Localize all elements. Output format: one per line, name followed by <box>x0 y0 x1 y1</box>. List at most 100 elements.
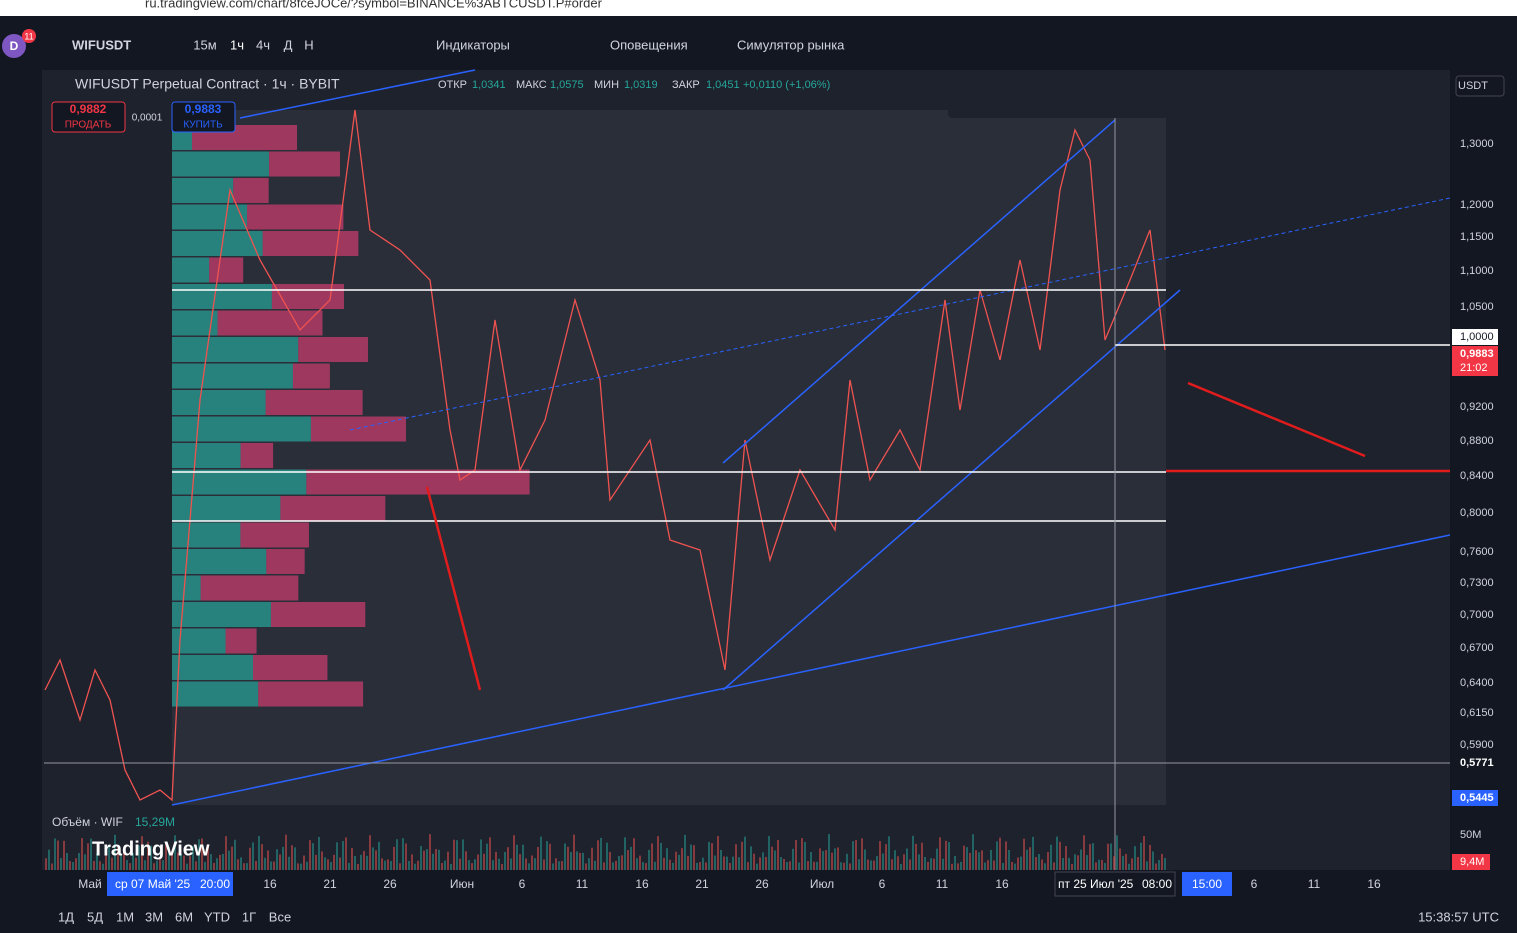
last-price-badge <box>1452 346 1498 376</box>
avatar-letter[interactable]: D <box>10 39 19 53</box>
range-button[interactable]: 5Д <box>87 909 103 924</box>
range-button[interactable]: YTD <box>204 909 230 924</box>
volume-bar <box>546 841 548 870</box>
avatar[interactable] <box>2 34 26 58</box>
volume-bar <box>621 855 623 870</box>
profile-down <box>233 178 269 203</box>
volume-bar <box>597 840 599 870</box>
volume-bar <box>501 863 503 870</box>
volume-bar <box>429 834 431 870</box>
volume-bar <box>945 840 947 870</box>
volume-bar <box>1155 863 1157 870</box>
volume-bar <box>534 858 536 870</box>
volume-bar <box>642 862 644 870</box>
volume-bar <box>861 838 863 870</box>
volume-axis: 50M <box>1460 829 1481 841</box>
buy-button[interactable] <box>171 101 236 133</box>
volume-bar <box>450 863 452 870</box>
volume-bar <box>903 854 905 870</box>
volume-bar <box>756 863 758 870</box>
time-label: Июл <box>810 877 834 891</box>
volume-bar <box>753 853 755 870</box>
volume-bar <box>201 838 203 870</box>
profile-up <box>172 284 272 309</box>
volume-bar <box>558 861 560 870</box>
currency-button[interactable] <box>1455 75 1505 97</box>
volume-bar <box>858 859 860 870</box>
volume-bar <box>510 858 512 870</box>
interval[interactable]: 4ч <box>256 37 270 52</box>
sell-button[interactable] <box>51 101 126 133</box>
volume-bar <box>762 852 764 870</box>
buy-label[interactable]: КУПИТЬ <box>183 120 223 131</box>
volume-bar <box>234 839 236 870</box>
volume-bar <box>633 838 635 870</box>
price-label: 0,9200 <box>1460 401 1494 413</box>
volume-bar <box>408 860 410 870</box>
indicators[interactable]: Индикаторы <box>436 37 510 52</box>
volume-bar <box>564 843 566 870</box>
volume-bar <box>87 843 89 870</box>
profile-up <box>172 443 241 468</box>
last-price: 0,9883 <box>1460 348 1494 360</box>
interval[interactable]: 15м <box>193 37 216 52</box>
volume-bar <box>921 842 923 870</box>
price-axis <box>1450 70 1517 870</box>
volume-bar <box>48 849 50 870</box>
profile-down <box>306 469 530 495</box>
ohlc-label: МАКС <box>516 79 547 91</box>
time-label: 6 <box>1251 877 1258 891</box>
volume-bar <box>237 859 239 870</box>
volume-bar <box>561 861 563 870</box>
volume-bar <box>162 860 164 870</box>
range-button[interactable]: 6М <box>175 909 193 924</box>
volume-bar <box>369 835 371 870</box>
volume-bar <box>96 853 98 870</box>
sell-price[interactable]: 0,9882 <box>70 102 107 116</box>
volume-bar <box>378 841 380 870</box>
volume-bar <box>537 847 539 870</box>
volume-bar <box>549 843 551 870</box>
volume-bar <box>768 836 770 870</box>
volume-bar <box>783 859 785 870</box>
volume-bar <box>258 836 260 870</box>
replay[interactable]: Симулятор рынка <box>737 37 845 52</box>
sell-label[interactable]: ПРОДАТЬ <box>65 120 112 131</box>
footer <box>0 898 1517 928</box>
volume-bar <box>735 844 737 870</box>
interval[interactable]: Д <box>284 37 293 52</box>
range-button[interactable]: 1Г <box>242 909 256 924</box>
buy-price[interactable]: 0,9883 <box>185 102 222 116</box>
volume-bar <box>330 861 332 870</box>
volume-bar <box>660 842 662 870</box>
profile-up <box>172 602 271 627</box>
currency[interactable]: USDT <box>1458 80 1488 92</box>
volume-bar <box>528 863 530 870</box>
profile-up <box>172 655 254 680</box>
range-button[interactable]: Все <box>269 909 291 924</box>
symbol[interactable]: WIFUSDT <box>72 37 131 52</box>
interval[interactable]: Н <box>304 37 313 52</box>
volume-bar <box>387 859 389 870</box>
volume-bar <box>468 860 470 870</box>
range-button[interactable]: 1Д <box>58 909 74 924</box>
alerts[interactable]: Оповещения <box>610 37 688 52</box>
volume-bar <box>381 858 383 870</box>
volume-bar <box>552 863 554 870</box>
profile-down <box>209 257 244 283</box>
interval[interactable]: 1ч <box>230 37 244 52</box>
volume-bar <box>1110 843 1112 870</box>
volume-bar <box>273 861 275 870</box>
profile-up <box>172 575 201 601</box>
volume-bar <box>630 846 632 870</box>
url[interactable]: ru.tradingview.com/chart/8fceJOCe/?symbo… <box>145 0 603 10</box>
range-button[interactable]: 1М <box>116 909 134 924</box>
volume-bar <box>1032 836 1034 870</box>
volume-bar <box>1107 843 1109 870</box>
volume-bar <box>438 849 440 870</box>
volume-bar <box>327 859 329 870</box>
volume-bar <box>216 858 218 870</box>
volume-bar <box>702 857 704 870</box>
price-label: 0,7300 <box>1460 577 1494 589</box>
range-button[interactable]: 3М <box>145 909 163 924</box>
